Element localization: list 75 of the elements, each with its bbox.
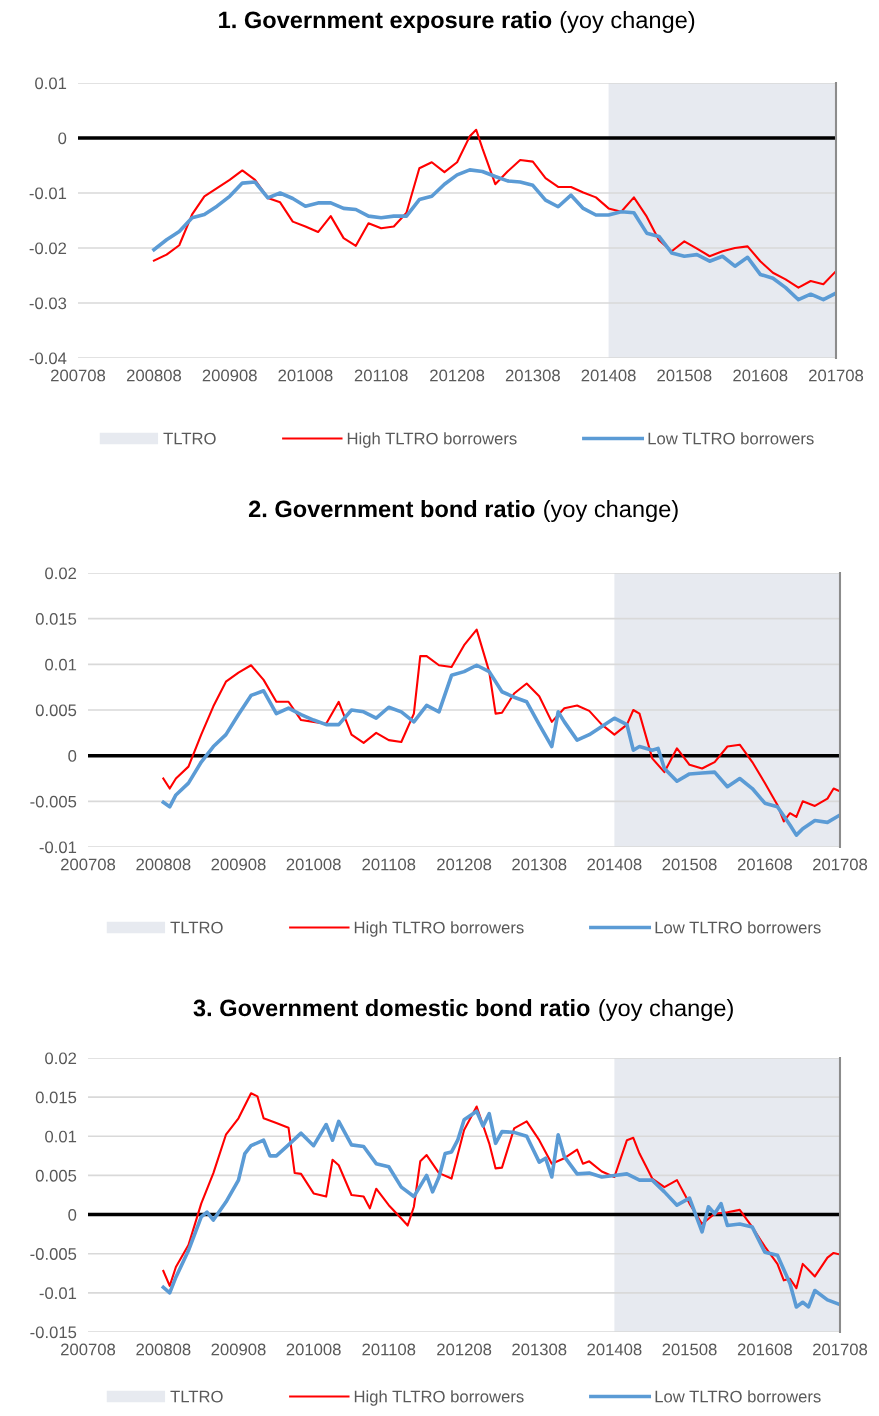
x-tick-label: 201408 <box>587 858 642 871</box>
y-tick-label: 0 <box>58 132 67 145</box>
chart-subtitle: (yoy change) <box>544 499 678 523</box>
y-tick-label: 0 <box>68 750 77 762</box>
y-tick-label: 0.015 <box>35 1091 77 1104</box>
y-tick-label: -0.005 <box>30 795 77 808</box>
y-tick-label: 0 <box>68 1208 77 1221</box>
x-tick-label: 200808 <box>136 858 191 871</box>
legend-label: Low TLTRO borrowers <box>655 921 821 934</box>
y-tick-label: -0.04 <box>29 352 67 365</box>
y-tick-label: 0.02 <box>45 567 77 580</box>
chart-subtitle: (yoy change) <box>560 11 695 33</box>
x-tick-label: 200808 <box>136 1343 191 1356</box>
legend-label: High TLTRO borrowers <box>354 921 524 937</box>
x-tick-label: 200708 <box>61 858 116 871</box>
x-tick-label: 200708 <box>51 369 106 382</box>
y-tick-label: 0.005 <box>35 1169 77 1182</box>
x-tick-label: 201608 <box>737 858 792 871</box>
line-series <box>152 128 836 289</box>
x-tick-label: 201308 <box>505 369 560 382</box>
x-tick-label: 201708 <box>813 1343 868 1356</box>
x-tick-label: 201608 <box>737 1343 792 1356</box>
x-tick-label: 200708 <box>61 1343 116 1356</box>
x-tick-label: 200908 <box>211 1343 266 1356</box>
x-tick-label: 201208 <box>437 1343 492 1356</box>
x-tick-label: 201708 <box>809 369 864 382</box>
x-tick-label: 201508 <box>662 1343 717 1356</box>
y-tick-label: -0.01 <box>29 187 67 200</box>
x-tick-label: 201208 <box>430 369 485 382</box>
chart-title: 1. Government exposure ratio <box>219 11 552 33</box>
legend-label: TLTRO <box>170 1390 223 1403</box>
y-tick-label: 0.01 <box>45 1130 77 1143</box>
y-tick-label: -0.02 <box>29 242 67 255</box>
legend-label: Low TLTRO borrowers <box>655 1390 821 1403</box>
x-tick-label: 201308 <box>512 1343 567 1356</box>
line-series <box>162 1092 840 1290</box>
legend-label: High TLTRO borrowers <box>347 432 517 448</box>
y-tick-label: 0.01 <box>45 658 77 671</box>
line-series <box>161 663 840 837</box>
y-tick-label: -0.015 <box>30 1326 77 1339</box>
y-tick-label: 0.015 <box>35 613 77 625</box>
y-tick-label: -0.005 <box>30 1248 77 1260</box>
x-tick-label: 201108 <box>362 1343 416 1356</box>
x-tick-label: 201608 <box>733 369 788 382</box>
y-tick-label: 0.01 <box>35 77 67 90</box>
x-tick-label: 201208 <box>437 858 492 871</box>
line-series <box>161 1109 840 1309</box>
x-tick-label: 201508 <box>657 369 712 382</box>
x-tick-label: 201108 <box>354 369 408 382</box>
legend-label: TLTRO <box>163 432 216 445</box>
legend-label: TLTRO <box>170 921 223 934</box>
x-tick-label: 201308 <box>512 858 567 871</box>
x-tick-label: 200808 <box>126 369 182 382</box>
x-tick-label: 201008 <box>286 1343 341 1356</box>
y-tick-label: 0.02 <box>45 1052 77 1065</box>
y-tick-label: -0.01 <box>39 841 77 854</box>
chart-title: 2. Government bond ratio <box>248 499 535 518</box>
y-tick-label: -0.03 <box>29 297 67 310</box>
x-tick-label: 201708 <box>813 858 868 871</box>
y-tick-label: 0.005 <box>35 704 77 717</box>
legend-label: High TLTRO borrowers <box>354 1390 524 1406</box>
x-tick-label: 201408 <box>581 369 636 382</box>
legend-label: Low TLTRO borrowers <box>648 432 814 445</box>
x-tick-label: 201008 <box>278 369 333 382</box>
x-tick-label: 201108 <box>362 858 416 871</box>
x-tick-label: 201508 <box>662 858 717 871</box>
chart-subtitle: (yoy change) <box>599 998 733 1022</box>
x-tick-label: 200908 <box>211 858 266 871</box>
y-tick-label: -0.01 <box>39 1287 77 1300</box>
x-tick-label: 201408 <box>587 1343 642 1356</box>
chart-title: 3. Government domestic bond ratio <box>193 998 590 1017</box>
x-tick-label: 200908 <box>202 369 257 382</box>
line-series <box>162 628 840 823</box>
x-tick-label: 201008 <box>286 858 341 871</box>
line-series <box>152 168 836 302</box>
